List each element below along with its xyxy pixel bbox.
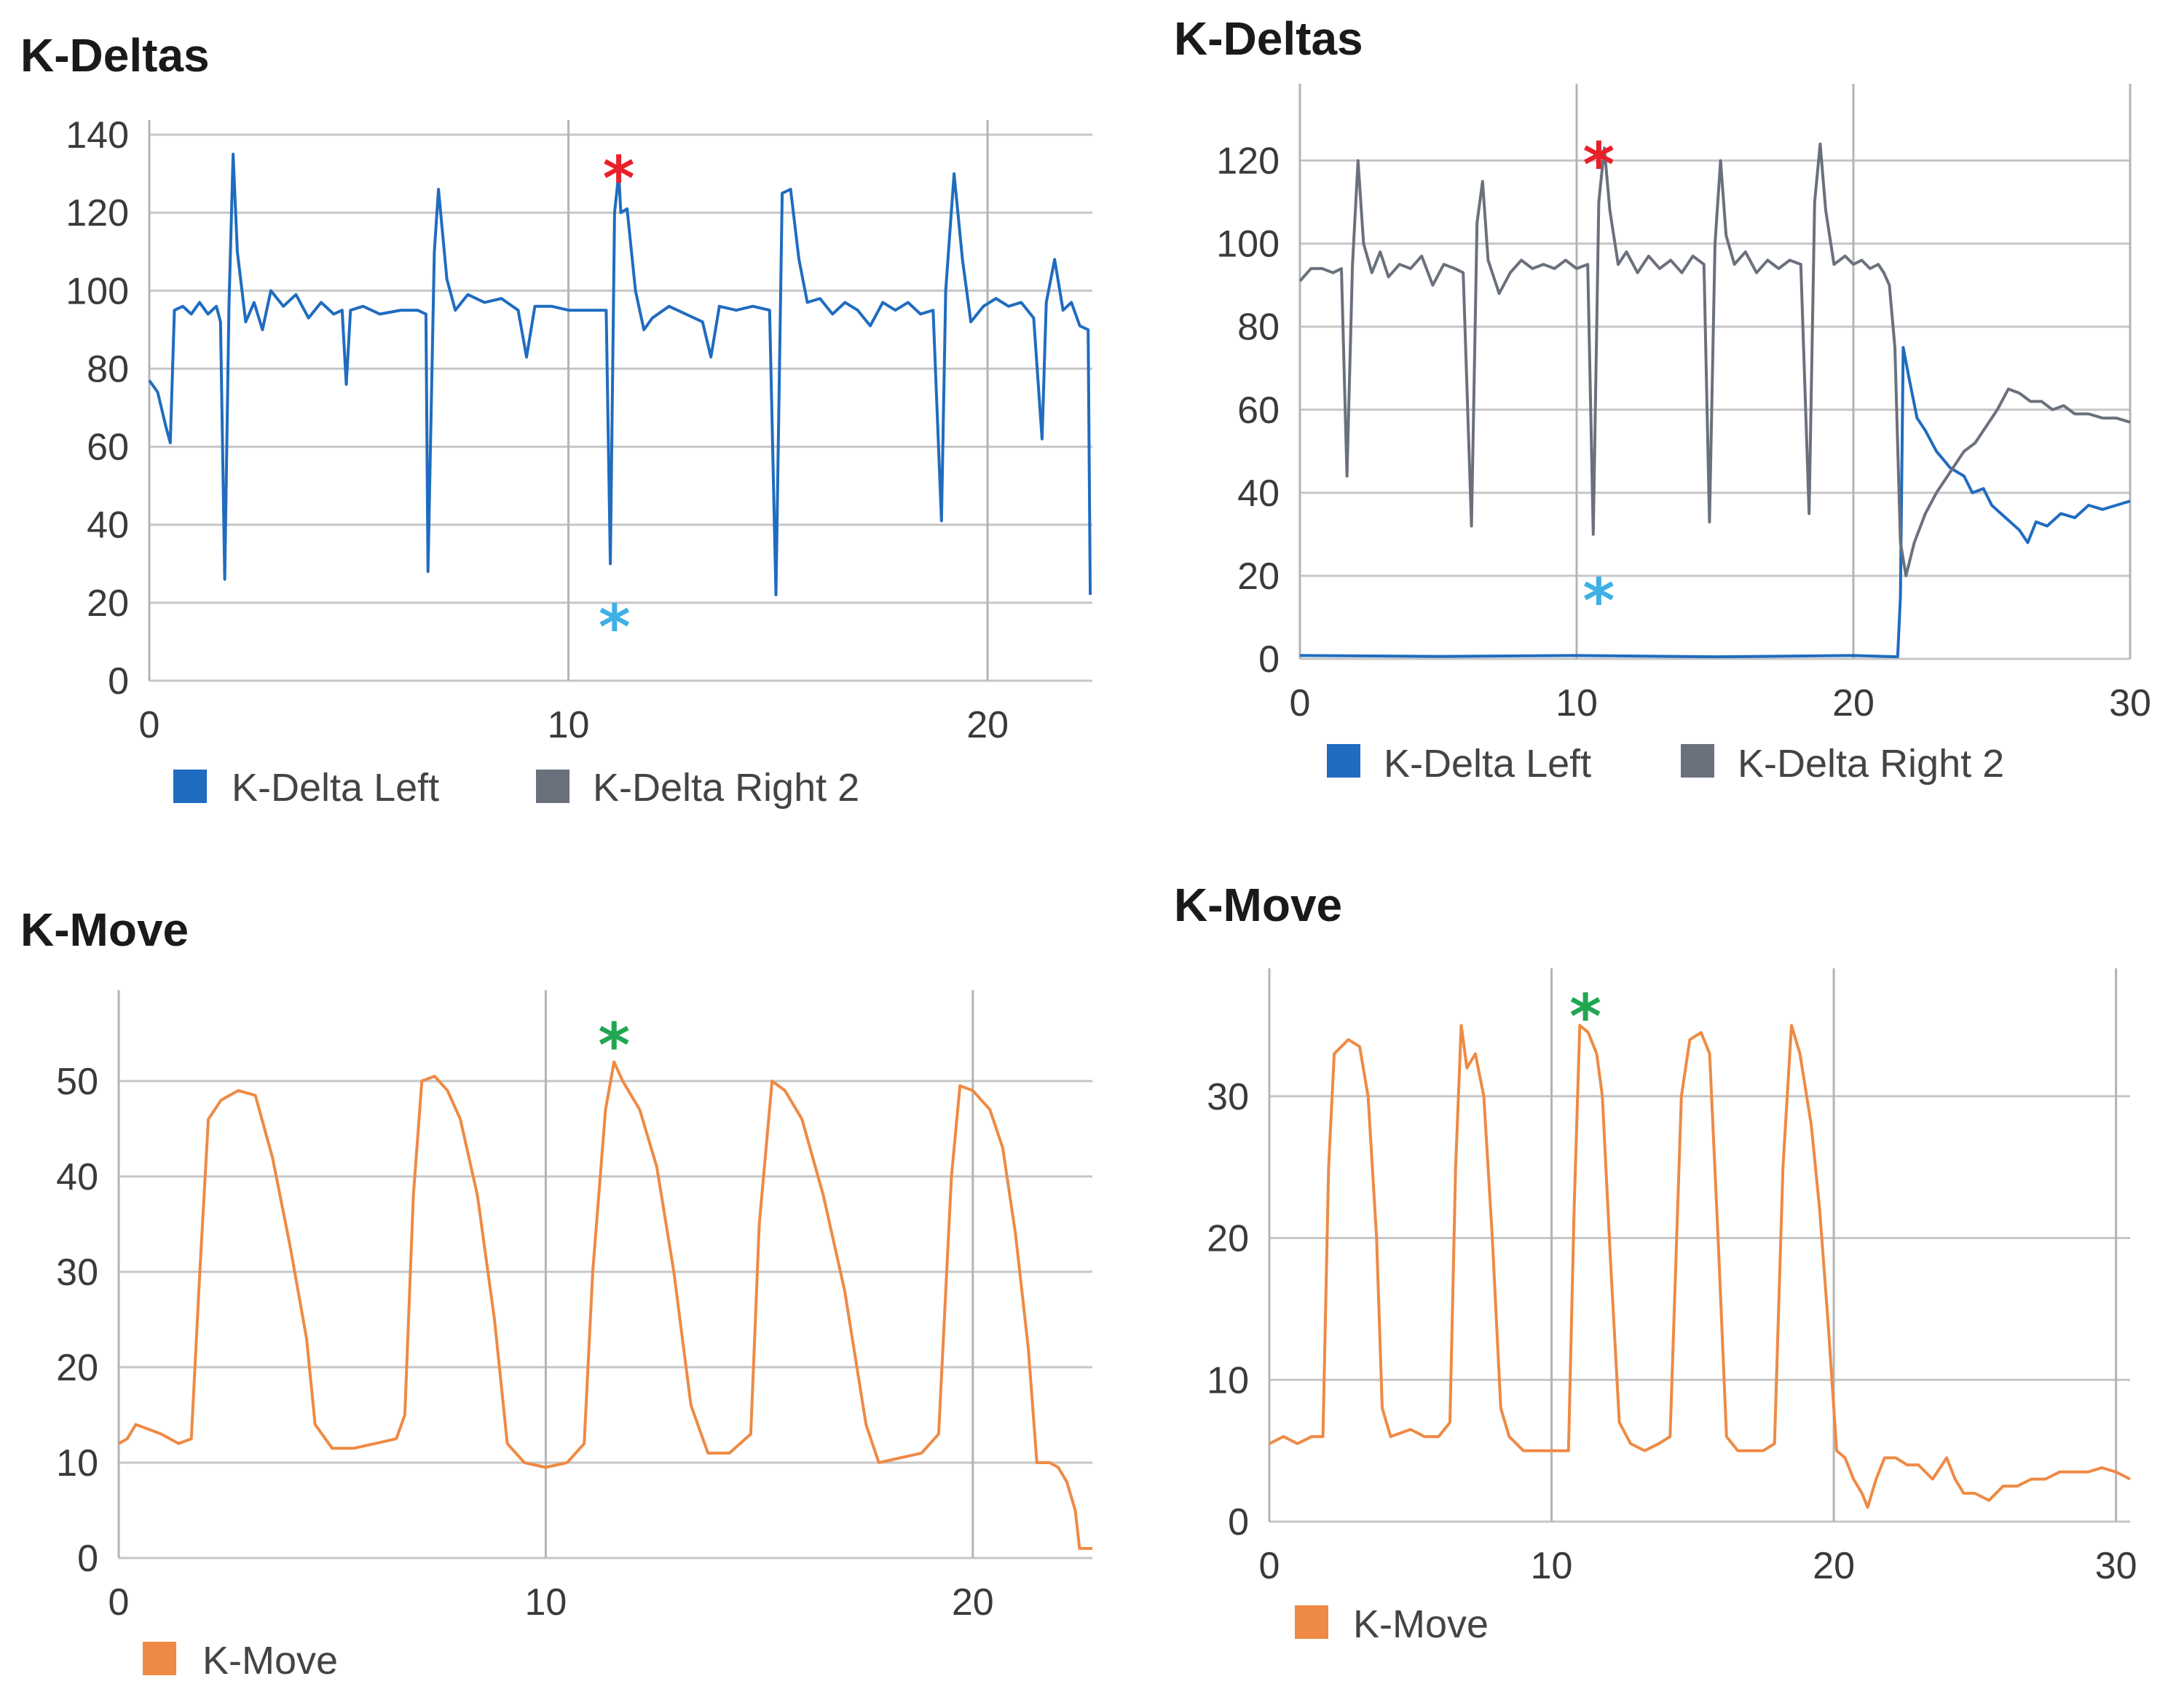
legend-label-k-delta-left: K-Delta Left — [1384, 742, 1591, 786]
chart-d: K-Move 0 10 20 30 0 10 20 30 * K-Move — [1174, 879, 2137, 1646]
series-line — [118, 1060, 1092, 1550]
legend-swatch-k-delta-right-2 — [1681, 744, 1714, 778]
series-line — [1269, 1024, 2131, 1509]
chart-c: K-Move 0 10 20 30 40 50 0 10 20 * K-Move — [20, 904, 1092, 1683]
y-tick-label: 100 — [1216, 224, 1280, 266]
series-line — [1299, 346, 2131, 659]
y-tick-label: 20 — [1207, 1218, 1249, 1260]
legend-label-k-delta-right-2: K-Delta Right 2 — [1738, 742, 2004, 786]
chart-title: K-Move — [20, 904, 189, 956]
y-tick-label: 60 — [87, 427, 129, 469]
y-tick-label: 80 — [87, 348, 129, 390]
legend-label-k-move: K-Move — [1353, 1602, 1489, 1646]
chart-b: K-Deltas 0 20 40 60 80 100 120 0 10 20 30 * * K-Delt… — [1174, 12, 2151, 786]
legend-swatch-k-delta-left — [1327, 744, 1360, 778]
annotation-star: * — [603, 143, 635, 215]
chart-a: K-Deltas 0 20 40 60 80 100 120 140 0 10 20 * * K-Del… — [20, 29, 1092, 810]
x-tick-label: 20 — [952, 1581, 994, 1624]
legend-label-k-delta-left: K-Delta Left — [232, 766, 439, 810]
legend: K-Move — [1295, 1602, 1489, 1646]
x-tick-label: 10 — [1531, 1545, 1573, 1587]
annotation-star: * — [599, 592, 631, 663]
x-tick-label: 30 — [2109, 682, 2151, 724]
chart-title: K-Deltas — [1174, 12, 1363, 65]
x-tick-label: 20 — [1832, 682, 1875, 724]
y-tick-label: 30 — [56, 1252, 98, 1294]
annotation-star: * — [1569, 981, 1601, 1052]
legend-label-k-move: K-Move — [202, 1639, 338, 1683]
plot-area: 0 10 20 30 0 10 20 30 * — [1207, 968, 2137, 1587]
x-tick-label: 0 — [1290, 682, 1311, 724]
x-tick-label: 10 — [1556, 682, 1598, 724]
x-tick-label: 10 — [524, 1581, 567, 1624]
y-tick-label: 0 — [77, 1538, 98, 1580]
legend-swatch-k-delta-left — [173, 770, 207, 803]
y-tick-label: 50 — [56, 1061, 98, 1103]
x-tick-label: 10 — [548, 704, 590, 746]
legend-swatch-k-delta-right-2 — [536, 770, 569, 803]
x-tick-label: 20 — [966, 704, 1009, 746]
x-tick-label: 20 — [1813, 1545, 1855, 1587]
annotation-star: * — [1582, 129, 1615, 200]
y-tick-label: 20 — [56, 1347, 98, 1389]
y-tick-label: 40 — [87, 505, 129, 547]
y-tick-label: 10 — [56, 1442, 98, 1484]
chart-title: K-Deltas — [20, 29, 210, 82]
legend-swatch-k-move — [143, 1642, 176, 1675]
legend-label-k-delta-right-2: K-Delta Right 2 — [593, 766, 859, 810]
y-tick-label: 120 — [66, 192, 129, 234]
x-tick-label: 0 — [1259, 1545, 1280, 1587]
plot-area: 0 20 40 60 80 100 120 0 10 20 30 * * — [1216, 84, 2151, 724]
y-tick-label: 140 — [66, 114, 129, 157]
y-tick-label: 10 — [1207, 1359, 1249, 1401]
annotation-star: * — [598, 1010, 630, 1081]
x-tick-label: 0 — [109, 1581, 130, 1624]
y-tick-label: 20 — [87, 582, 129, 625]
legend: K-Delta Left K-Delta Right 2 — [173, 766, 859, 810]
chart-title: K-Move — [1174, 879, 1342, 931]
plot-area: 0 10 20 30 40 50 0 10 20 * — [56, 990, 1092, 1624]
plot-area: 0 20 40 60 80 100 120 140 0 10 20 * * — [66, 114, 1092, 746]
y-tick-label: 0 — [1228, 1501, 1249, 1543]
legend-swatch-k-move — [1295, 1605, 1328, 1639]
series-line — [1298, 142, 2131, 577]
y-tick-label: 30 — [1207, 1076, 1249, 1118]
x-tick-label: 30 — [2095, 1545, 2137, 1587]
y-tick-label: 40 — [56, 1156, 98, 1198]
x-tick-label: 0 — [139, 704, 160, 746]
y-tick-label: 60 — [1237, 390, 1280, 432]
legend: K-Delta Left K-Delta Right 2 — [1327, 742, 2004, 786]
y-tick-label: 80 — [1237, 307, 1280, 349]
annotation-star: * — [1582, 565, 1615, 636]
legend: K-Move — [143, 1639, 338, 1683]
y-tick-label: 0 — [1258, 638, 1280, 681]
y-tick-label: 100 — [66, 270, 129, 312]
y-tick-label: 0 — [108, 660, 129, 703]
y-tick-label: 120 — [1216, 141, 1280, 183]
y-tick-label: 20 — [1237, 556, 1280, 598]
y-tick-label: 40 — [1237, 473, 1280, 515]
series-line — [148, 152, 1092, 597]
